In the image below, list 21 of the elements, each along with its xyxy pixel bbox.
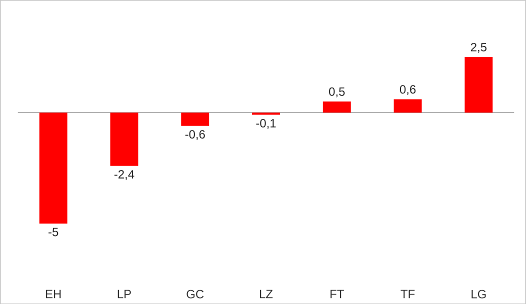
data-label: 0,5: [329, 87, 345, 98]
bar: [110, 112, 138, 166]
data-label: -2,4: [114, 170, 134, 180]
data-label: -0,6: [185, 130, 205, 140]
bar: [39, 112, 68, 224]
data-label: 2,5: [470, 42, 486, 53]
x-tick-label: LP: [118, 290, 131, 298]
bar: [464, 56, 493, 112]
bar: [322, 101, 351, 112]
x-tick-label: LG: [472, 290, 486, 298]
x-tick-label: LZ: [260, 290, 273, 298]
data-label: 0,6: [400, 85, 416, 95]
x-tick-label: TF: [400, 290, 415, 298]
x-tick-label: FT: [330, 290, 344, 298]
x-tick-label: EH: [46, 290, 61, 298]
data-label: -0,1: [256, 118, 276, 129]
data-label: -5: [48, 228, 58, 236]
bar: [394, 99, 422, 112]
bar: [252, 112, 280, 115]
x-tick-label: GC: [186, 290, 204, 298]
bar: [181, 112, 210, 126]
